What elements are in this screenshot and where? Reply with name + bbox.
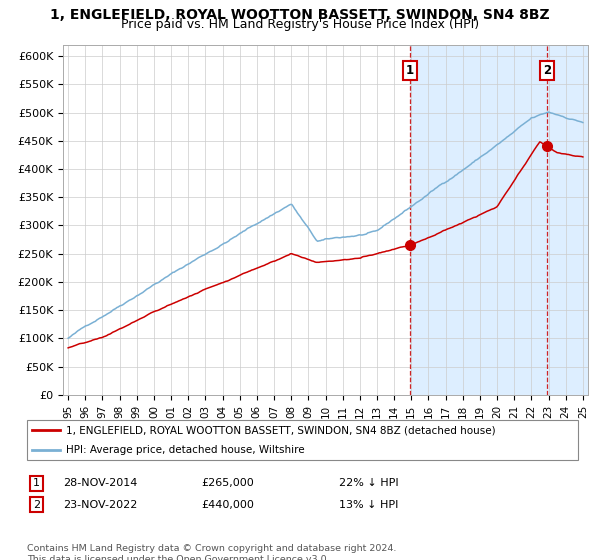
Text: 13% ↓ HPI: 13% ↓ HPI	[339, 500, 398, 510]
Text: 23-NOV-2022: 23-NOV-2022	[63, 500, 137, 510]
Text: 1, ENGLEFIELD, ROYAL WOOTTON BASSETT, SWINDON, SN4 8BZ: 1, ENGLEFIELD, ROYAL WOOTTON BASSETT, SW…	[50, 8, 550, 22]
Text: 2: 2	[33, 500, 40, 510]
Text: Price paid vs. HM Land Registry's House Price Index (HPI): Price paid vs. HM Land Registry's House …	[121, 18, 479, 31]
Text: £265,000: £265,000	[201, 478, 254, 488]
Text: 2: 2	[543, 64, 551, 77]
FancyBboxPatch shape	[27, 420, 578, 460]
Text: HPI: Average price, detached house, Wiltshire: HPI: Average price, detached house, Wilt…	[66, 445, 304, 455]
Text: £440,000: £440,000	[201, 500, 254, 510]
Bar	[410, 45, 588, 395]
Text: 1: 1	[33, 478, 40, 488]
Text: 1: 1	[406, 64, 414, 77]
Text: 1, ENGLEFIELD, ROYAL WOOTTON BASSETT, SWINDON, SN4 8BZ (detached house): 1, ENGLEFIELD, ROYAL WOOTTON BASSETT, SW…	[66, 425, 496, 435]
Text: Contains HM Land Registry data © Crown copyright and database right 2024.
This d: Contains HM Land Registry data © Crown c…	[27, 544, 397, 560]
Text: 28-NOV-2014: 28-NOV-2014	[63, 478, 137, 488]
Text: 22% ↓ HPI: 22% ↓ HPI	[339, 478, 398, 488]
